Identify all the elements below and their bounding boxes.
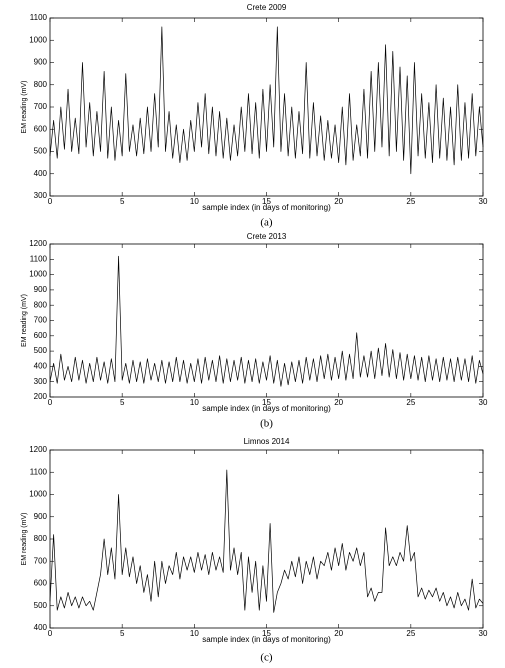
x-tick-label: 30 <box>479 398 488 407</box>
x-tick-label: 20 <box>334 629 343 638</box>
x-tick-label: 0 <box>48 629 53 638</box>
x-tick-label: 30 <box>479 197 488 206</box>
y-axis-label: EM reading (mV) <box>21 294 28 347</box>
y-tick-label: 900 <box>34 285 48 294</box>
y-axis-label: EM reading (mV) <box>21 513 28 566</box>
y-tick-label: 700 <box>34 102 48 111</box>
y-tick-label: 1200 <box>29 239 47 248</box>
chart-title: Limnos 2014 <box>244 437 290 446</box>
x-tick-label: 25 <box>406 398 415 407</box>
chart-title: Crete 2009 <box>247 3 287 12</box>
data-line <box>49 255 484 387</box>
y-tick-label: 500 <box>34 346 48 355</box>
x-tick-label: 20 <box>334 398 343 407</box>
x-tick-label: 30 <box>479 629 488 638</box>
y-tick-label: 300 <box>34 377 48 386</box>
y-tick-label: 400 <box>34 362 48 371</box>
x-tick-label: 0 <box>48 398 53 407</box>
y-tick-label: 700 <box>34 316 48 325</box>
y-tick-label: 600 <box>34 124 48 133</box>
y-tick-label: 1100 <box>30 254 48 263</box>
x-tick-label: 25 <box>406 197 415 206</box>
caption: (c) <box>260 652 273 664</box>
y-tick-label: 1000 <box>29 270 47 279</box>
y-tick-label: 800 <box>34 300 48 309</box>
x-tick-label: 15 <box>262 629 271 638</box>
caption: (a) <box>260 217 273 229</box>
y-tick-label: 900 <box>34 512 48 521</box>
y-tick-label: 400 <box>34 169 48 178</box>
x-tick-label: 10 <box>190 197 199 206</box>
plot-frame <box>49 17 484 197</box>
data-line <box>49 26 484 175</box>
x-tick-label: 10 <box>190 398 199 407</box>
y-tick-label: 1000 <box>29 490 47 499</box>
x-tick-label: 5 <box>120 398 125 407</box>
y-tick-label: 400 <box>34 623 48 632</box>
y-tick-label: 1200 <box>29 445 47 454</box>
x-tick-label: 5 <box>120 629 125 638</box>
x-axis-label: sample index (in days of monitoring) <box>202 635 331 644</box>
y-axis-label: EM reading (mV) <box>21 81 28 134</box>
y-tick-label: 900 <box>34 58 48 67</box>
data-line <box>49 469 484 613</box>
x-tick-label: 15 <box>262 398 271 407</box>
y-tick-label: 1100 <box>30 13 48 22</box>
y-tick-label: 500 <box>34 147 48 156</box>
caption: (b) <box>260 418 273 430</box>
x-tick-label: 10 <box>190 629 199 638</box>
x-tick-label: 15 <box>262 197 271 206</box>
y-tick-label: 600 <box>34 579 48 588</box>
x-tick-label: 5 <box>120 197 125 206</box>
x-axis-label: sample index (in days of monitoring) <box>202 203 331 212</box>
x-tick-label: 20 <box>334 197 343 206</box>
x-axis-label: sample index (in days of monitoring) <box>202 404 331 413</box>
y-tick-label: 300 <box>34 191 48 200</box>
y-tick-label: 700 <box>34 556 48 565</box>
y-tick-label: 200 <box>34 392 48 401</box>
y-tick-label: 1000 <box>29 35 47 44</box>
x-tick-label: 0 <box>48 197 53 206</box>
y-tick-label: 500 <box>34 601 48 610</box>
y-tick-label: 1100 <box>30 467 48 476</box>
y-tick-label: 600 <box>34 331 48 340</box>
y-tick-label: 800 <box>34 80 48 89</box>
y-tick-label: 800 <box>34 534 48 543</box>
x-tick-label: 25 <box>406 629 415 638</box>
chart-title: Crete 2013 <box>247 232 287 241</box>
